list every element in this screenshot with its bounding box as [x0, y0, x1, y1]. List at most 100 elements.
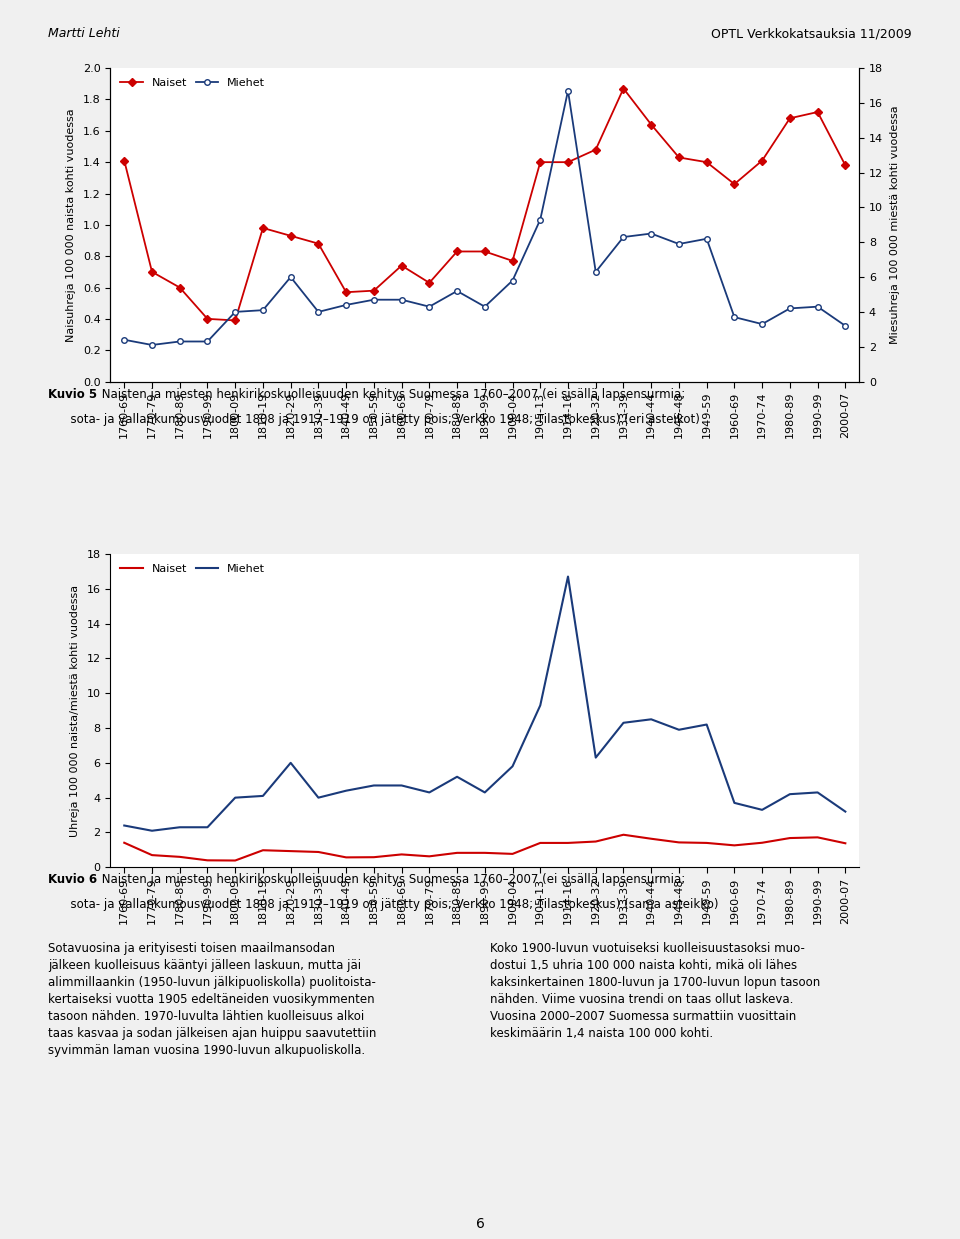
Miehet	[729, 310, 740, 325]
Miehet	[396, 778, 407, 793]
Text: Kuvio 5: Kuvio 5	[48, 388, 97, 400]
Miehet	[285, 756, 297, 771]
Miehet	[673, 722, 684, 737]
Miehet	[423, 300, 435, 315]
Miehet	[617, 715, 629, 730]
Naiset	[451, 244, 463, 259]
Miehet	[729, 795, 740, 810]
Naiset	[535, 835, 546, 850]
Naiset	[146, 847, 157, 862]
Naiset	[840, 157, 852, 172]
Naiset	[285, 228, 297, 243]
Miehet	[507, 758, 518, 773]
Naiset	[784, 110, 796, 125]
Miehet	[756, 317, 768, 332]
Naiset	[313, 237, 324, 252]
Line: Miehet: Miehet	[122, 88, 848, 348]
Miehet	[535, 698, 546, 712]
Miehet	[202, 820, 213, 835]
Miehet	[645, 225, 657, 240]
Miehet	[118, 332, 130, 347]
Line: Naiset: Naiset	[122, 85, 848, 323]
Naiset	[423, 275, 435, 290]
Naiset	[673, 835, 684, 850]
Miehet	[257, 302, 269, 317]
Naiset	[229, 313, 241, 328]
Naiset	[174, 850, 185, 865]
Miehet	[285, 270, 297, 285]
Miehet	[368, 292, 379, 307]
Naiset	[673, 150, 684, 165]
Naiset	[617, 81, 629, 95]
Naiset	[368, 284, 379, 299]
Miehet	[701, 232, 712, 247]
Naiset	[368, 850, 379, 865]
Naiset	[257, 221, 269, 235]
Miehet	[396, 292, 407, 307]
Y-axis label: Uhreja 100 000 naista/miestä kohti vuodessa: Uhreja 100 000 naista/miestä kohti vuode…	[70, 585, 80, 836]
Naiset	[563, 835, 574, 850]
Y-axis label: Naisuhreja 100 000 naista kohti vuodessa: Naisuhreja 100 000 naista kohti vuodessa	[66, 108, 76, 342]
Legend: Naiset, Miehet: Naiset, Miehet	[116, 73, 270, 93]
Miehet	[202, 335, 213, 349]
Y-axis label: Miesuhreja 100 000 miestä kohti vuodessa: Miesuhreja 100 000 miestä kohti vuodessa	[890, 105, 900, 344]
Naiset	[563, 155, 574, 170]
Miehet	[341, 297, 352, 312]
Naiset	[118, 835, 130, 850]
Miehet	[451, 284, 463, 299]
Miehet	[756, 803, 768, 818]
Naiset	[756, 154, 768, 169]
Miehet	[563, 569, 574, 584]
Naiset	[479, 244, 491, 259]
Naiset	[645, 118, 657, 133]
Naiset	[285, 844, 297, 859]
Naiset	[840, 836, 852, 851]
Miehet	[174, 335, 185, 349]
Text: Sotavuosina ja erityisesti toisen maailmansodan
jälkeen kuolleisuus kääntyi jäll: Sotavuosina ja erityisesti toisen maailm…	[48, 942, 376, 1057]
Naiset	[313, 845, 324, 860]
Text: 6: 6	[475, 1217, 485, 1230]
Miehet	[313, 305, 324, 320]
Miehet	[257, 788, 269, 803]
Miehet	[617, 229, 629, 244]
Line: Miehet: Miehet	[124, 576, 846, 830]
Naiset	[202, 852, 213, 867]
Text: Kuvio 6: Kuvio 6	[48, 873, 97, 886]
Naiset	[423, 849, 435, 864]
Miehet	[118, 818, 130, 833]
Miehet	[673, 237, 684, 252]
Miehet	[146, 337, 157, 352]
Miehet	[368, 778, 379, 793]
Naiset	[451, 845, 463, 860]
Naiset	[812, 830, 824, 845]
Text: OPTL Verkkokatsauksia 11/2009: OPTL Verkkokatsauksia 11/2009	[711, 27, 912, 40]
Naiset	[174, 280, 185, 295]
Naiset	[341, 285, 352, 300]
Miehet	[563, 83, 574, 98]
Naiset	[590, 142, 602, 157]
Naiset	[396, 847, 407, 862]
Miehet	[174, 820, 185, 835]
Naiset	[617, 828, 629, 843]
Legend: Naiset, Miehet: Naiset, Miehet	[116, 560, 270, 579]
Naiset	[701, 155, 712, 170]
Naiset	[229, 854, 241, 869]
Naiset	[535, 155, 546, 170]
Text: Koko 1900-luvun vuotuiseksi kuolleisuustasoksi muo-
dostui 1,5 uhria 100 000 nai: Koko 1900-luvun vuotuiseksi kuolleisuust…	[490, 942, 820, 1040]
Miehet	[784, 787, 796, 802]
Naiset	[202, 311, 213, 326]
Text: Martti Lehti: Martti Lehti	[48, 27, 120, 40]
Naiset	[396, 258, 407, 273]
Miehet	[229, 305, 241, 320]
Text: Naisten ja miesten henkirikoskuolleisuuden kehitys Suomessa 1760–2007 (ei sisäll: Naisten ja miesten henkirikoskuolleisuud…	[98, 873, 685, 886]
Line: Naiset: Naiset	[124, 835, 846, 861]
Miehet	[840, 318, 852, 333]
Miehet	[229, 790, 241, 805]
Naiset	[784, 830, 796, 845]
Naiset	[507, 254, 518, 269]
Naiset	[756, 835, 768, 850]
Miehet	[784, 301, 796, 316]
Miehet	[451, 769, 463, 784]
Text: sota- ja vallankumousvuodet 1808 ja 1917–1919 on jätetty pois; Verkko 1948; Tila: sota- ja vallankumousvuodet 1808 ja 1917…	[48, 413, 700, 425]
Text: sota- ja vallankumousvuodet 1808 ja 1917–1919 on jätetty pois; Verkko 1948; Tila: sota- ja vallankumousvuodet 1808 ja 1917…	[48, 898, 718, 911]
